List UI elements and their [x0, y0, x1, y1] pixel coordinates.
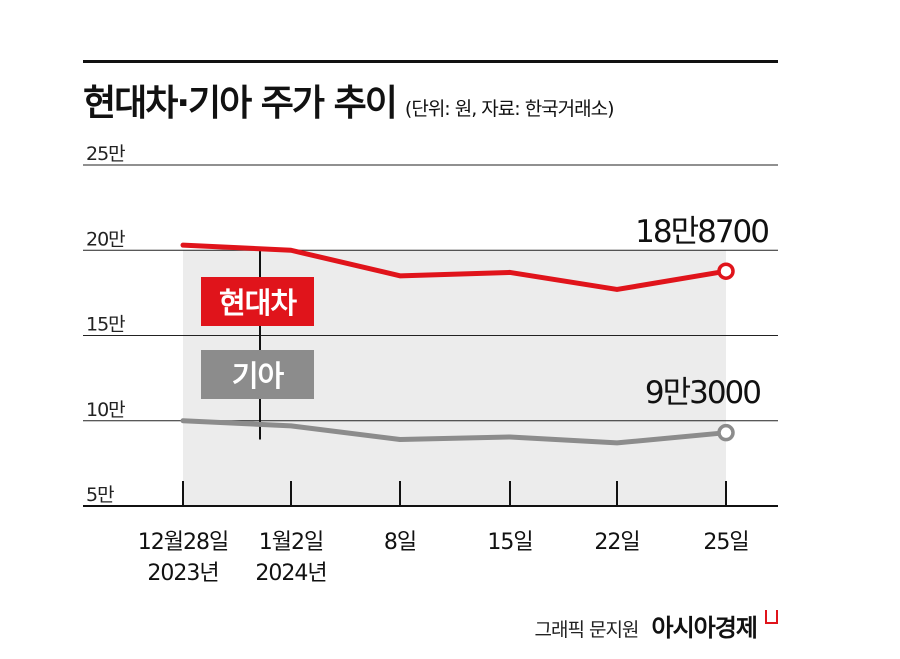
- x-tick-label: 12월28일: [138, 530, 228, 555]
- brand-logo: 아시아경제: [651, 614, 758, 642]
- legend-label: 현대차: [219, 286, 297, 320]
- series-line: [180, 418, 729, 446]
- legend-box: [201, 350, 314, 399]
- x-tick-label: 8일: [384, 530, 416, 555]
- x-tick-label: 15일: [487, 530, 532, 555]
- x-tick-label: 2023년: [147, 561, 218, 586]
- y-tick-label: 15만: [86, 314, 125, 336]
- chart-title: 현대차·기아 주가 추이: [83, 83, 398, 124]
- title-block: 현대차·기아 주가 추이 (단위: 원, 자료: 한국거래소): [83, 74, 615, 126]
- x-tick-label: 2024년: [255, 561, 326, 586]
- graphic-credit: 그래픽 문지원: [534, 619, 639, 641]
- top-rule: [83, 60, 778, 63]
- y-tick-label: 5만: [86, 484, 114, 506]
- legend-label: 기아: [232, 359, 285, 393]
- x-tick-label: 25일: [703, 530, 748, 555]
- x-tick-label: 1월2일: [259, 530, 323, 555]
- series-end-label: 18만8700: [635, 214, 768, 250]
- legend-box: [201, 277, 314, 326]
- x-tick-label: 22일: [594, 530, 639, 555]
- y-tick-label: 20만: [86, 228, 125, 250]
- series-end-marker: [717, 423, 735, 442]
- series-end-label: 9만3000: [645, 375, 760, 411]
- series-line: [180, 242, 729, 292]
- y-tick-label: 25만: [86, 143, 125, 165]
- y-tick-label: 10만: [86, 399, 125, 421]
- series-end-marker: [717, 262, 735, 280]
- brand-mark-icon: [765, 610, 778, 624]
- line-chart: 5만 10만 15만 20만 25만 12월28일 2023년 1월2일 2024년 8일 15일 2…: [83, 143, 778, 586]
- chart-subtitle: (단위: 원, 자료: 한국거래소): [404, 98, 615, 120]
- credit-block: 그래픽 문지원 아시아경제: [534, 608, 778, 643]
